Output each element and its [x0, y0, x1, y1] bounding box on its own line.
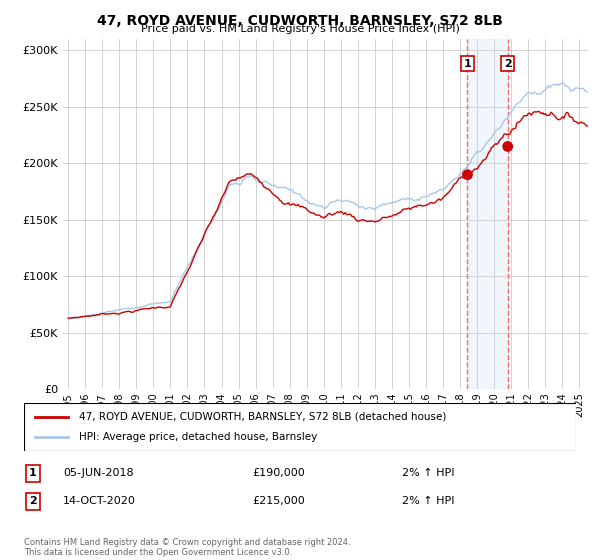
Text: £190,000: £190,000	[252, 468, 305, 478]
Text: 1: 1	[464, 59, 472, 69]
Text: 2: 2	[504, 59, 512, 69]
Text: HPI: Average price, detached house, Barnsley: HPI: Average price, detached house, Barn…	[79, 432, 317, 442]
Bar	[467, 39, 508, 389]
Text: 1: 1	[29, 468, 37, 478]
Text: 14-OCT-2020: 14-OCT-2020	[63, 496, 136, 506]
Text: 47, ROYD AVENUE, CUDWORTH, BARNSLEY, S72 8LB (detached house): 47, ROYD AVENUE, CUDWORTH, BARNSLEY, S72…	[79, 412, 446, 422]
Text: 2% ↑ HPI: 2% ↑ HPI	[402, 496, 455, 506]
Text: 2% ↑ HPI: 2% ↑ HPI	[402, 468, 455, 478]
FancyBboxPatch shape	[24, 403, 576, 451]
Text: 05-JUN-2018: 05-JUN-2018	[63, 468, 134, 478]
Text: Price paid vs. HM Land Registry's House Price Index (HPI): Price paid vs. HM Land Registry's House …	[140, 24, 460, 34]
Text: 47, ROYD AVENUE, CUDWORTH, BARNSLEY, S72 8LB: 47, ROYD AVENUE, CUDWORTH, BARNSLEY, S72…	[97, 14, 503, 28]
Text: 2: 2	[29, 496, 37, 506]
Point	[463, 170, 472, 179]
Point	[503, 142, 512, 151]
Text: Contains HM Land Registry data © Crown copyright and database right 2024.
This d: Contains HM Land Registry data © Crown c…	[24, 538, 350, 557]
Text: £215,000: £215,000	[252, 496, 305, 506]
